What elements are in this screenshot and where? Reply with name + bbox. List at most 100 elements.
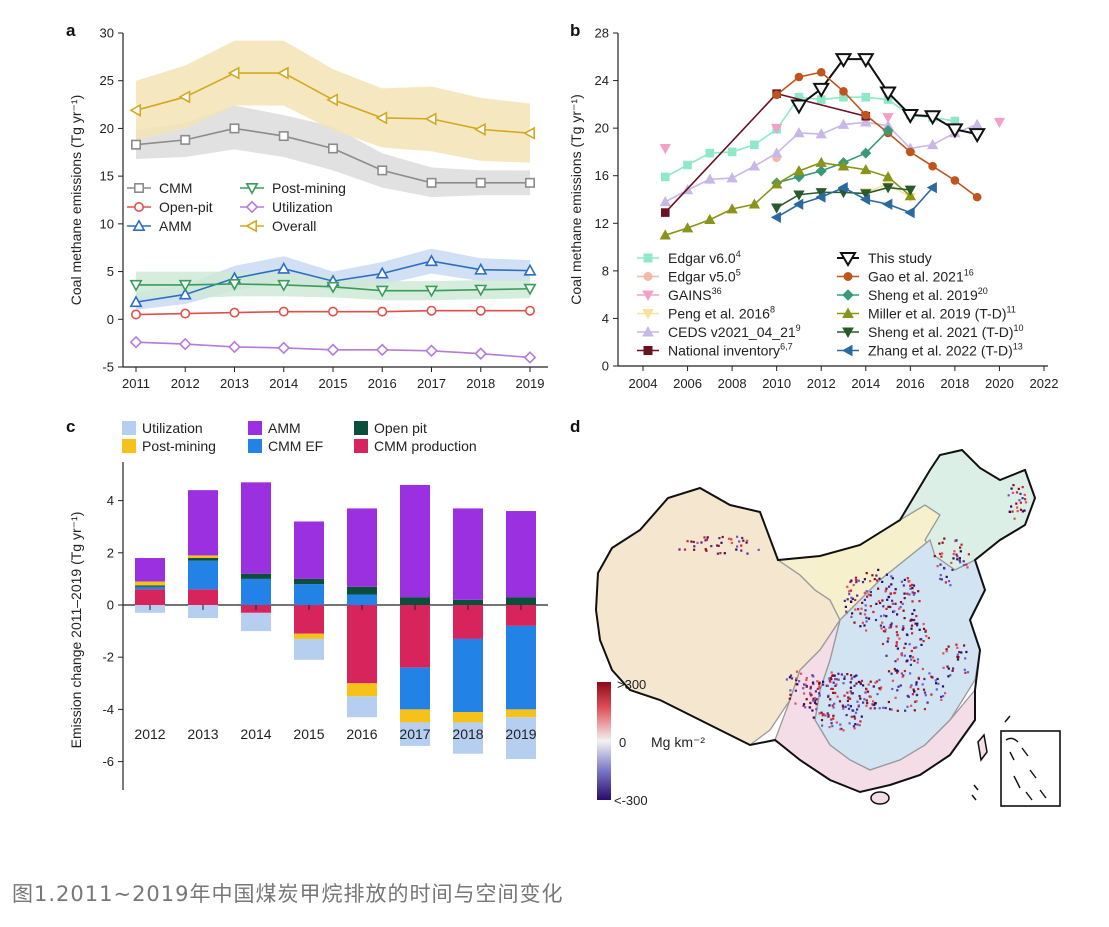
hotspot-pixel xyxy=(833,674,836,677)
hotspot-pixel xyxy=(858,695,861,698)
hotspot-pixel xyxy=(845,714,848,717)
hotspot-pixel xyxy=(863,598,866,601)
hotspot-pixel xyxy=(867,617,871,620)
panel-b-point-ceds-v2021-04-21 xyxy=(815,128,827,139)
panel-c-bar-utilization xyxy=(188,605,218,619)
hotspot-pixel xyxy=(853,715,856,718)
panel-c-bar-open-pit xyxy=(506,597,536,605)
hotspot-pixel xyxy=(1015,491,1019,494)
hotspot-pixel xyxy=(829,676,832,680)
panel-b-y-tick-label: 0 xyxy=(602,359,609,374)
hotspot-pixel xyxy=(843,599,846,602)
hotspot-pixel xyxy=(822,713,825,716)
hotspot-pixel xyxy=(859,697,862,700)
south-china-sea-inset xyxy=(1000,730,1061,807)
hotspot-pixel xyxy=(875,602,878,605)
hotspot-pixel xyxy=(850,715,853,718)
hotspot-pixel xyxy=(886,640,889,643)
panel-b-legend-marker-edgar-v6-0 xyxy=(643,253,653,263)
hotspot-pixel xyxy=(947,675,950,678)
hotspot-pixel xyxy=(947,667,950,670)
hotspot-pixel xyxy=(854,598,857,602)
hotspot-pixel xyxy=(844,705,847,708)
hotspot-pixel xyxy=(901,675,904,678)
panel-b-legend-marker-ceds-v2021-04-21 xyxy=(642,325,654,337)
hotspot-pixel xyxy=(887,670,891,673)
hotspot-pixel xyxy=(917,687,920,691)
panel-a-point-cmm xyxy=(131,139,142,150)
hotspot-pixel xyxy=(812,682,815,686)
hotspot-pixel xyxy=(841,705,845,708)
hotspot-pixel xyxy=(931,676,934,679)
panel-b-point-zhang-et-al-2022-t-d- xyxy=(882,198,893,210)
hotspot-pixel xyxy=(816,687,819,690)
hotspot-pixel xyxy=(716,552,719,555)
hotspot-pixel xyxy=(871,703,874,706)
hotspot-pixel xyxy=(952,667,955,670)
hotspot-pixel xyxy=(859,720,862,723)
hotspot-pixel xyxy=(835,678,838,681)
hotspot-pixel xyxy=(935,688,938,691)
panel-c-bar-amm xyxy=(241,482,271,574)
hotspot-pixel xyxy=(955,643,958,646)
panel-a-point-utilization xyxy=(178,337,192,351)
hotspot-pixel xyxy=(827,695,830,698)
hotspot-pixel xyxy=(878,687,881,690)
hotspot-pixel xyxy=(818,692,821,695)
hotspot-pixel xyxy=(855,674,858,677)
hotspot-pixel xyxy=(966,671,970,674)
hotspot-pixel xyxy=(861,581,865,584)
hotspot-pixel xyxy=(795,670,799,673)
panel-b-point-miller-et-al-2019-t-d- xyxy=(704,213,716,225)
hotspot-pixel xyxy=(889,708,892,711)
hotspot-pixel xyxy=(881,580,884,583)
hotspot-pixel xyxy=(922,688,926,691)
hotspot-pixel xyxy=(882,625,886,629)
hotspot-pixel xyxy=(951,669,954,672)
hotspot-pixel xyxy=(890,672,893,675)
panel-a-x-tick-label: 2012 xyxy=(171,376,200,391)
hotspot-pixel xyxy=(904,642,907,645)
hotspot-pixel xyxy=(846,598,849,601)
hotspot-pixel xyxy=(851,597,854,600)
panel-b-legend-marker-zhang-et-al-2022-t-d- xyxy=(841,344,853,357)
hotspot-pixel xyxy=(923,677,926,681)
map-islands xyxy=(971,715,1011,801)
hotspot-pixel xyxy=(872,610,875,614)
panel-b-legend-marker-national-inventory xyxy=(643,346,653,355)
hotspot-pixel xyxy=(843,677,846,680)
panel-c-bar-utilization xyxy=(347,696,377,718)
hotspot-pixel xyxy=(852,583,855,587)
hotspot-pixel xyxy=(703,536,706,539)
hotspot-pixel xyxy=(809,694,813,697)
hotspot-pixel xyxy=(889,592,892,595)
hotspot-pixel xyxy=(828,677,831,680)
hotspot-pixel xyxy=(854,711,858,714)
panel-a-legend-marker-utilization xyxy=(245,200,259,214)
panel-a-legend-label-overall: Overall xyxy=(272,218,316,234)
hotspot-pixel xyxy=(874,618,878,622)
hotspot-pixel xyxy=(891,577,894,580)
panel-a-point-amm xyxy=(277,261,291,274)
panel-a-point-utilization xyxy=(129,335,143,349)
hotspot-pixel xyxy=(730,541,733,545)
hotspot-pixel xyxy=(910,624,914,627)
hotspot-pixel xyxy=(918,628,921,631)
hotspot-pixel xyxy=(822,680,825,683)
hotspot-pixel xyxy=(938,577,942,580)
hotspot-pixel xyxy=(911,693,914,696)
hotspot-pixel xyxy=(816,680,819,683)
panel-b-point-this-study xyxy=(790,99,808,115)
hotspot-pixel xyxy=(957,656,960,659)
hotspot-pixel xyxy=(916,622,919,625)
hotspot-pixel xyxy=(893,592,896,595)
hotspot-pixel xyxy=(831,725,834,728)
panel-a-point-post-mining xyxy=(375,285,389,298)
hotspot-pixel xyxy=(885,615,888,618)
hotspot-pixel xyxy=(915,646,918,649)
panel-c-y-tick-label: -6 xyxy=(102,754,114,769)
hotspot-pixel xyxy=(855,579,858,582)
panel-a-point-amm xyxy=(523,263,537,276)
hotspot-pixel xyxy=(872,700,875,703)
